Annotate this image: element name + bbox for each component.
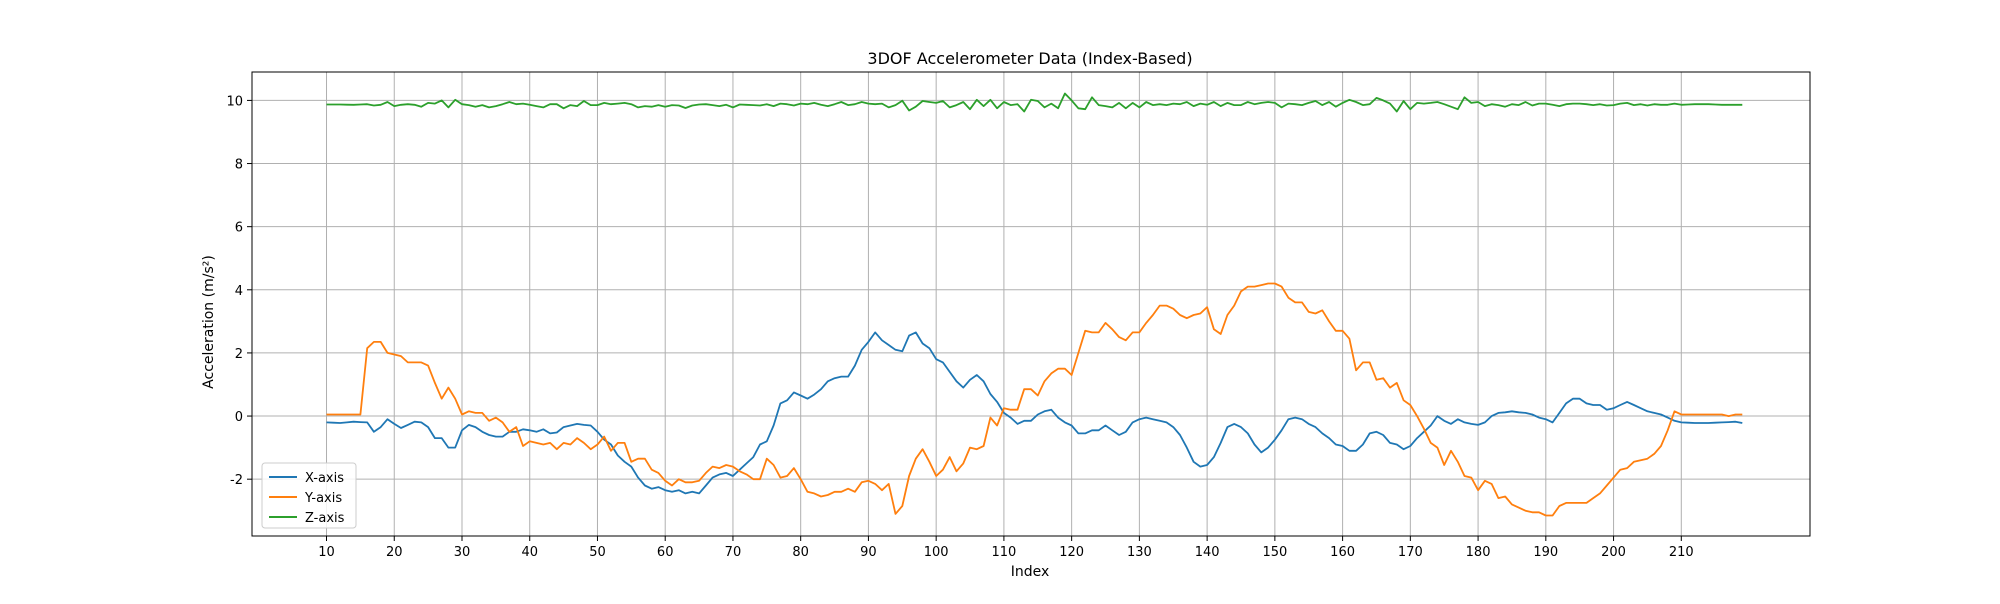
y-tick-label: 4 [235,284,243,299]
x-tick-label: 190 [1533,545,1558,560]
series-line-y-axis [326,282,1743,517]
x-tick-label: 160 [1330,545,1355,560]
x-tick-label: 200 [1601,545,1626,560]
y-tick-label: 8 [235,158,243,173]
x-tick-label: 120 [1059,545,1084,560]
y-tick-label: -2 [230,473,243,488]
x-tick-label: 40 [521,545,538,560]
y-axis-ticks: -2 0 2 4 6 8 10 [226,94,252,488]
x-tick-label: 210 [1669,545,1694,560]
y-tick-label: 10 [226,94,243,109]
y-tick-label: 6 [235,221,243,236]
x-axis-ticks: 10 20 30 40 50 60 70 80 90 100 110 120 130 140 150 160 1… [318,536,1694,560]
x-tick-label: 130 [1127,545,1152,560]
x-tick-label: 150 [1262,545,1287,560]
x-tick-label: 10 [318,545,335,560]
x-tick-label: 100 [924,545,949,560]
series-line-x-axis [326,331,1743,495]
chart-title: 3DOF Accelerometer Data (Index-Based) [867,49,1192,68]
y-tick-label: 2 [235,347,243,362]
x-tick-label: 140 [1195,545,1220,560]
legend-label: Z-axis [305,511,345,526]
y-axis-label: Acceleration (m/s²) [201,255,217,389]
legend-label: Y-axis [304,491,342,506]
x-tick-label: 20 [386,545,403,560]
legend: X-axis Y-axis Z-axis [261,462,357,529]
x-axis-label: Index [1011,564,1050,580]
x-tick-label: 180 [1466,545,1491,560]
plot-frame [251,71,1811,537]
x-tick-label: 90 [860,545,877,560]
y-tick-label: 0 [235,410,243,425]
legend-box [261,462,357,529]
series-lines [326,92,1743,517]
x-tick-label: 30 [454,545,471,560]
x-tick-label: 70 [725,545,742,560]
x-tick-label: 80 [792,545,809,560]
legend-label: X-axis [305,471,344,486]
x-tick-label: 170 [1398,545,1423,560]
series-line-z-axis [326,92,1743,113]
x-tick-label: 110 [991,545,1016,560]
x-tick-label: 50 [589,545,606,560]
x-tick-label: 60 [657,545,674,560]
